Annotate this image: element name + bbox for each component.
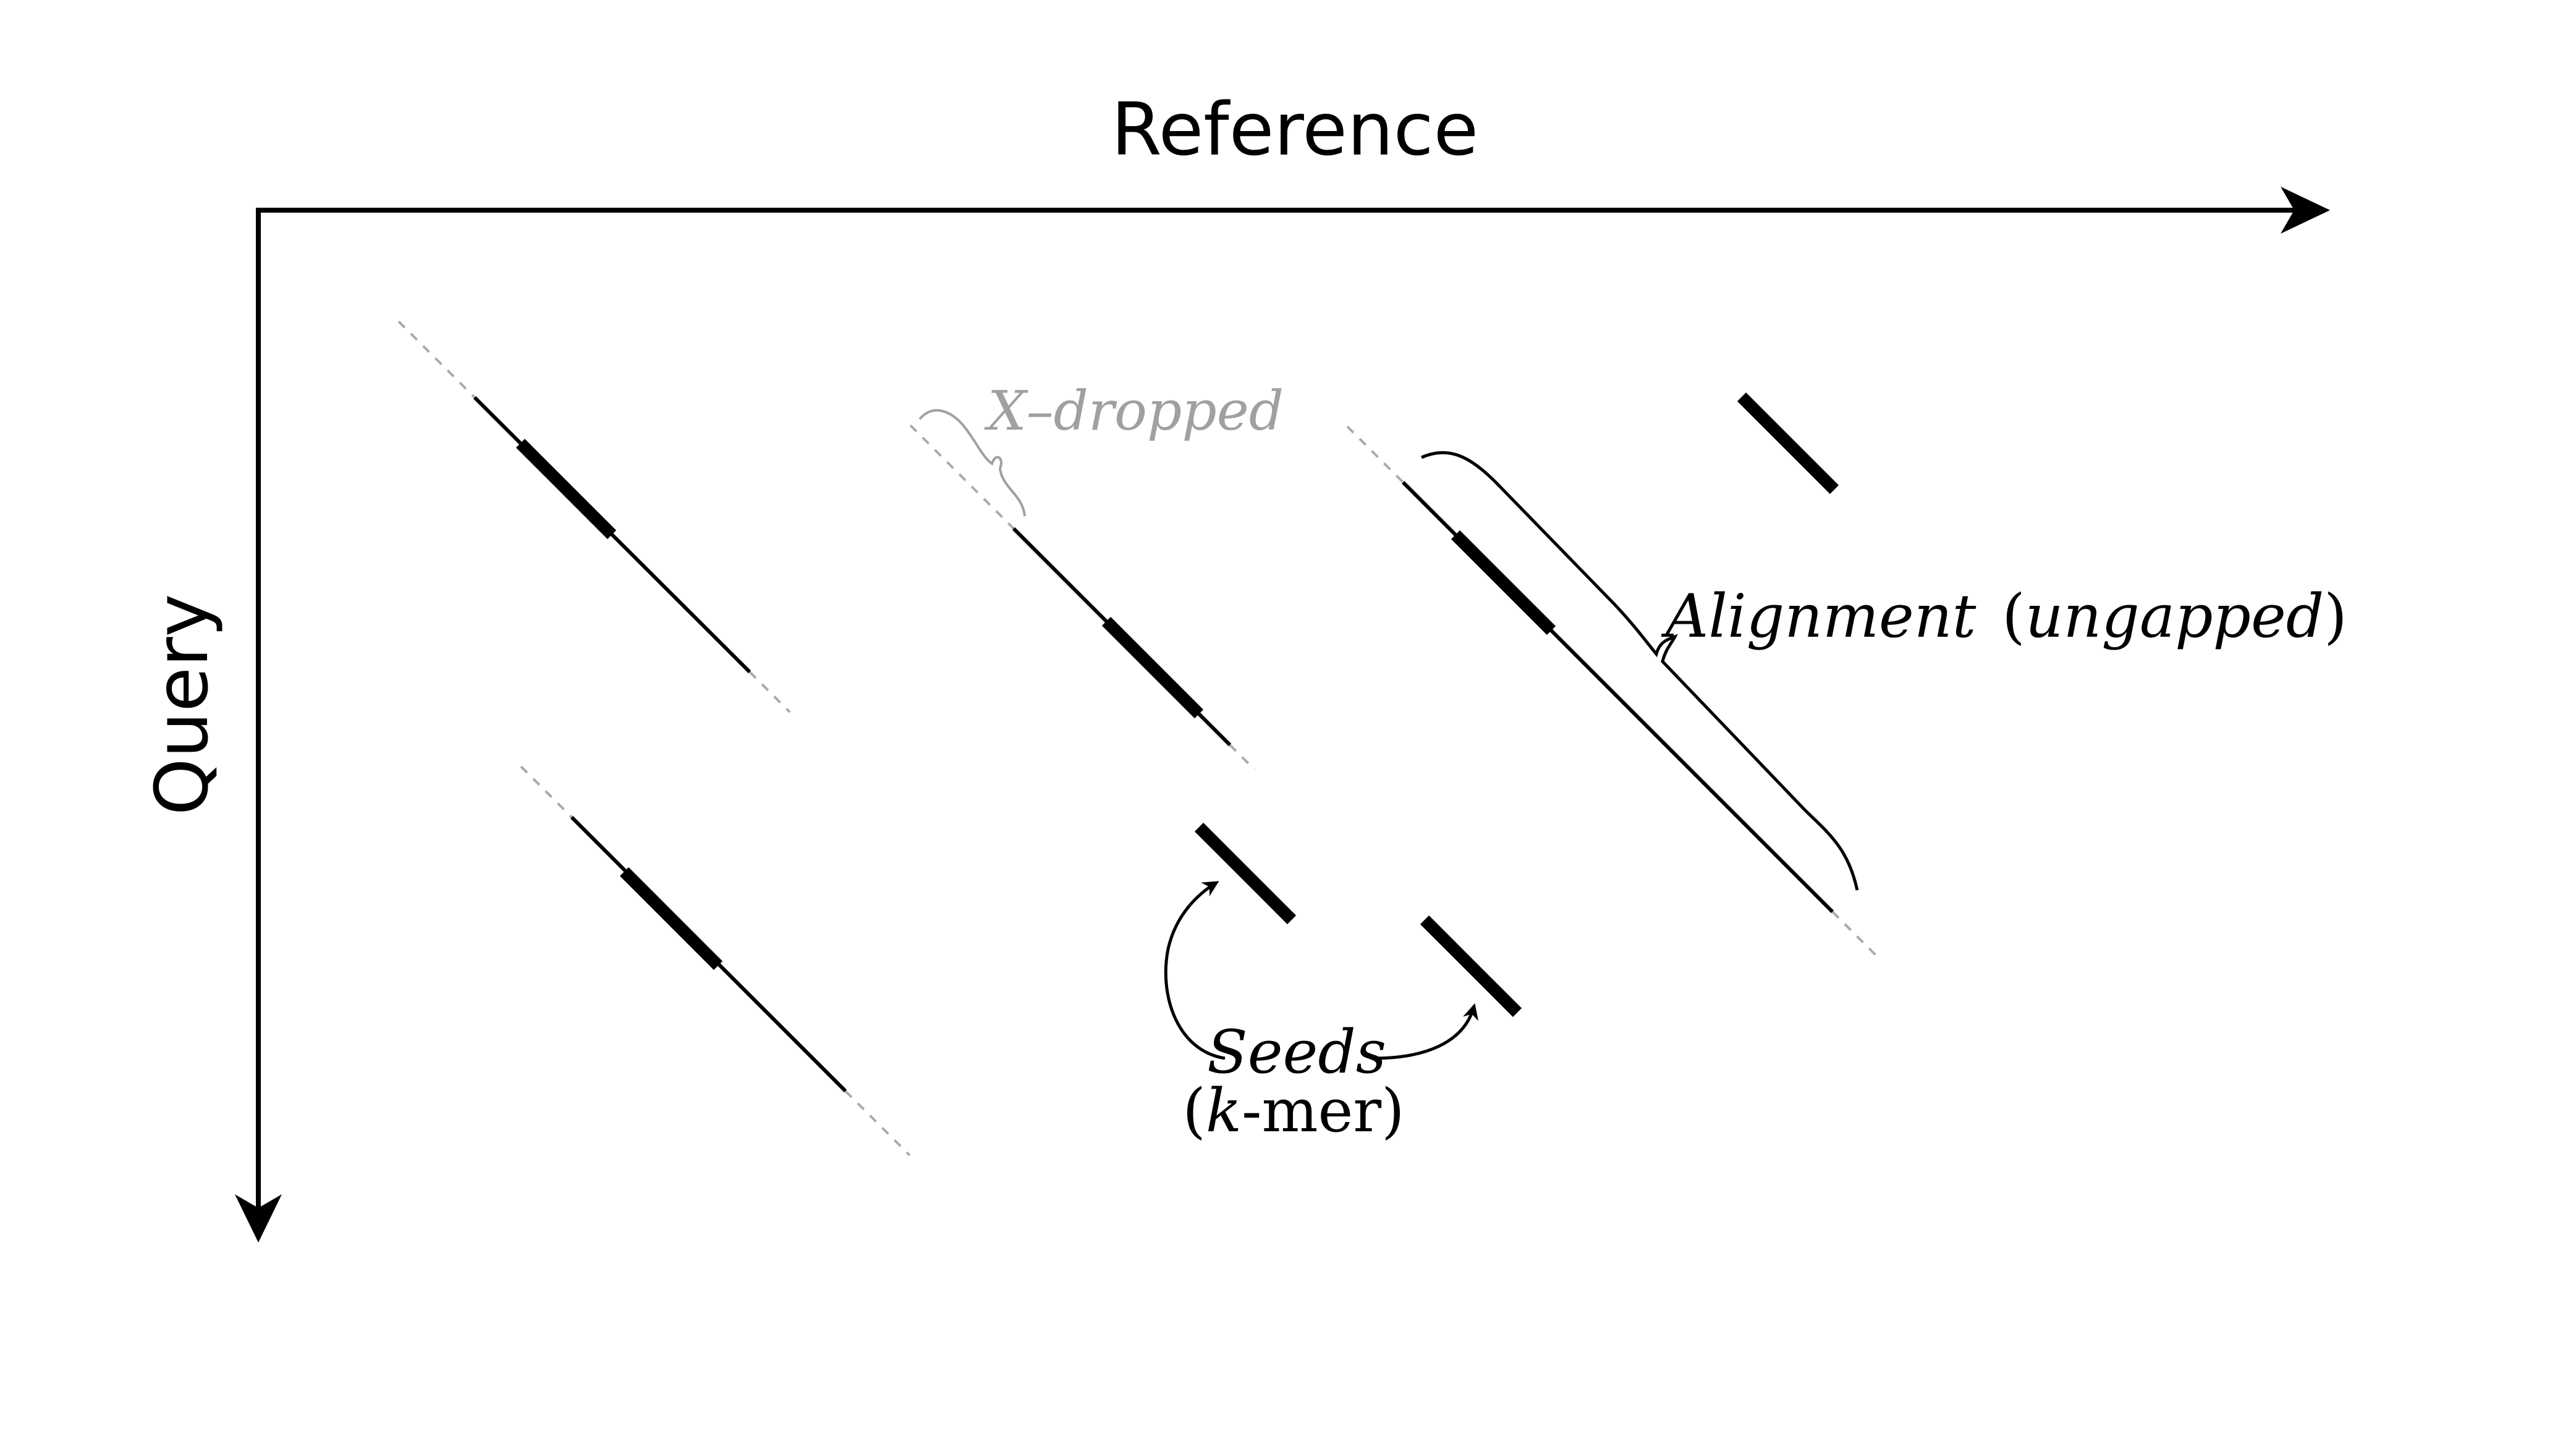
alignment-label: Alignment (ungapped) <box>1661 582 2347 651</box>
alignment-diagonal-3 <box>909 424 1256 771</box>
reference-axis-arrow-icon <box>2281 187 2330 234</box>
x-dropped-extension <box>1346 425 1404 483</box>
x-dropped-extension <box>748 671 791 713</box>
alignment-diagonal-1 <box>397 320 791 713</box>
x-dropped-label: X–dropped <box>984 379 1284 443</box>
ungapped-alignment <box>473 396 752 674</box>
alignment-diagonal-4 <box>1346 425 1877 956</box>
x-dropped-extension <box>844 1090 911 1157</box>
seed <box>1101 616 1204 719</box>
seeds-label: Seeds <box>1207 1018 1386 1087</box>
x-dropped-extension <box>909 424 1015 530</box>
alignment-brace <box>1420 451 1859 891</box>
x-dropped-extension <box>520 765 573 818</box>
query-axis-arrow-icon <box>235 1194 282 1243</box>
x-dropped-extension <box>1229 744 1256 771</box>
seed-arrow-left <box>1164 881 1226 1060</box>
seed <box>515 438 617 540</box>
seed-arrow-right <box>1373 1003 1479 1060</box>
query-axis-label: Query <box>139 594 224 816</box>
seed <box>619 867 723 971</box>
reference-axis <box>256 187 2330 234</box>
x-dropped-brace <box>918 409 1026 517</box>
x-dropped-extension <box>1831 911 1877 956</box>
alignment-diagonal-2 <box>520 765 911 1157</box>
x-dropped-extension <box>397 320 476 399</box>
seed-standalone-lower <box>1420 915 1522 1018</box>
kmer-label: (k-mer) <box>1182 1076 1404 1145</box>
seed <box>1451 530 1556 635</box>
query-axis <box>235 208 282 1243</box>
seed-standalone-middle <box>1194 822 1297 925</box>
seed-standalone-top-right <box>1737 392 1839 495</box>
reference-axis-label: Reference <box>1111 87 1478 172</box>
